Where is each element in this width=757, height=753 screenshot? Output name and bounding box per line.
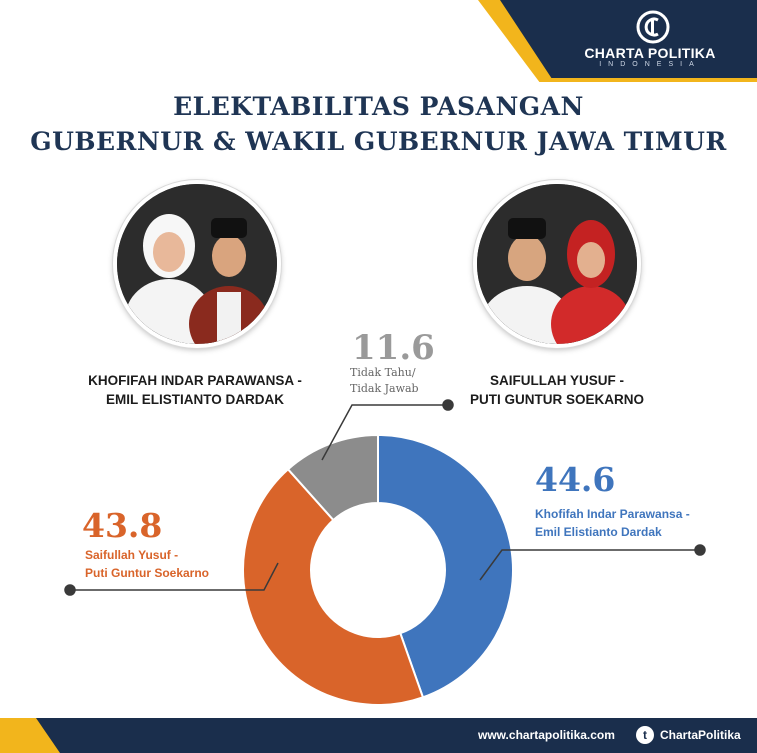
slice-undecided: [286, 433, 379, 522]
candidate-name-1-line1: KHOFIFAH INDAR PARAWANSA -: [88, 373, 302, 388]
leader-line-khofifah: [479, 549, 700, 581]
series-label-undecided-line2: Tidak Jawab: [350, 382, 419, 395]
footer-website-link[interactable]: www.chartapolitika.com: [478, 728, 615, 742]
leader-line-undecided: [321, 404, 448, 461]
series-label-undecided: Tidak Tahu/ Tidak Jawab: [350, 365, 419, 397]
slice-khofifah: [377, 433, 514, 699]
series-label-saifullah-line2: Puti Guntur Soekarno: [85, 566, 210, 580]
brand-subtitle: INDONESIA: [599, 61, 701, 68]
slice-saifullah: [242, 467, 425, 706]
value-label-saifullah: 43.8: [82, 506, 163, 545]
leader-dot-undecided: [442, 399, 454, 411]
footer-social-handle[interactable]: ChartaPolitika: [660, 728, 741, 742]
candidate-name-2-line2: PUTI GUNTUR SOEKARNO: [469, 392, 644, 407]
value-label-khofifah: 44.6: [535, 460, 616, 499]
series-label-khofifah-line1: Khofifah Indar Parawansa -: [535, 507, 690, 521]
candidate-name-2: SAIFULLAH YUSUF - PUTI GUNTUR SOEKARNO: [432, 371, 682, 409]
candidate-name-1-line2: EMIL ELISTIANTO DARDAK: [105, 392, 284, 407]
chart-title-line1: ELEKTABILITAS PASANGAN: [173, 92, 584, 121]
chart-title-line2: GUBERNUR & WAKIL GUBERNUR JAWA TIMUR: [30, 127, 727, 156]
twitter-icon[interactable]: t: [636, 726, 654, 744]
candidate-photo-saifullah-puti: [473, 180, 641, 348]
footer-bar: [0, 718, 757, 753]
candidate-name-2-line1: SAIFULLAH YUSUF -: [490, 373, 624, 388]
value-label-undecided: 11.6: [352, 328, 435, 368]
leader-dot-saifullah: [64, 584, 76, 596]
series-label-khofifah: Khofifah Indar Parawansa - Emil Elistian…: [535, 505, 690, 541]
series-label-undecided-line1: Tidak Tahu/: [350, 366, 416, 379]
leader-line-saifullah: [70, 562, 279, 591]
leader-dot-khofifah: [694, 544, 706, 556]
series-label-khofifah-line2: Emil Elistianto Dardak: [535, 525, 662, 539]
candidate-name-1: KHOFIFAH INDAR PARAWANSA - EMIL ELISTIAN…: [60, 371, 330, 409]
candidate-photo-khofifah-emil: [113, 180, 281, 348]
series-label-saifullah: Saifullah Yusuf - Puti Guntur Soekarno: [85, 546, 209, 582]
series-label-saifullah-line1: Saifullah Yusuf -: [85, 548, 179, 562]
brand-name: CHARTA POLITIKA: [584, 45, 716, 61]
charta-politika-logo: [636, 10, 670, 44]
